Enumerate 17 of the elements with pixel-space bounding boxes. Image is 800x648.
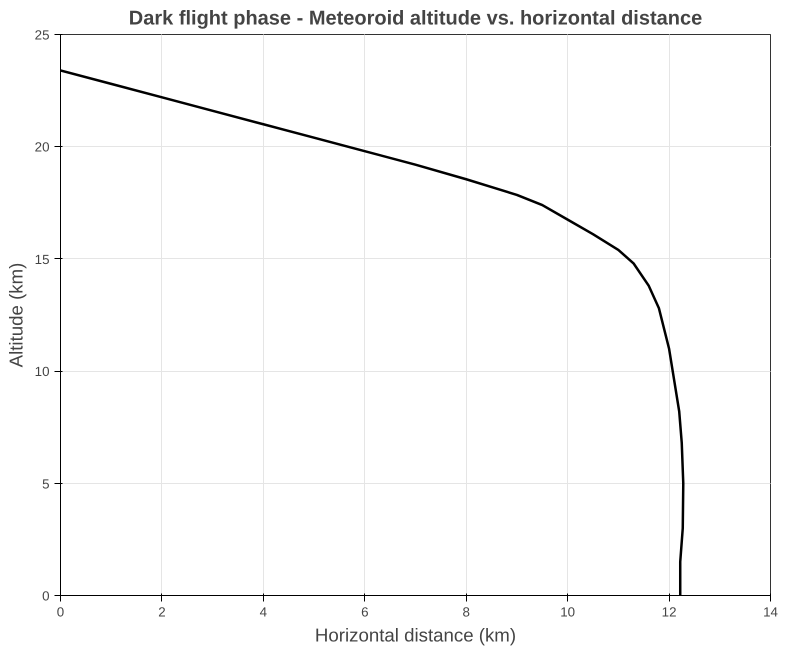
x-tick-label: 14 (763, 604, 778, 620)
y-tick-label: 15 (34, 252, 50, 267)
y-tick-label: 25 (34, 28, 50, 42)
y-tick-label: 5 (42, 476, 50, 492)
y-tick-label: 0 (42, 588, 50, 604)
x-tick-label: 4 (260, 604, 268, 620)
x-tick-label: 6 (361, 604, 368, 620)
y-tick-label: 20 (34, 140, 50, 155)
x-tick-label: 12 (662, 604, 676, 620)
y-tick-label: 10 (34, 364, 50, 380)
y-axis-title: Altitude (km) (6, 262, 27, 368)
x-tick-label: 8 (462, 604, 470, 620)
x-tick-label: 10 (560, 604, 576, 620)
chart-title: Dark flight phase - Meteoroid altitude vs. horizontal distance (128, 8, 702, 30)
x-tick-label: 0 (56, 604, 64, 620)
x-tick-label: 2 (158, 604, 166, 620)
x-axis-title: Horizontal distance (km) (314, 624, 516, 646)
